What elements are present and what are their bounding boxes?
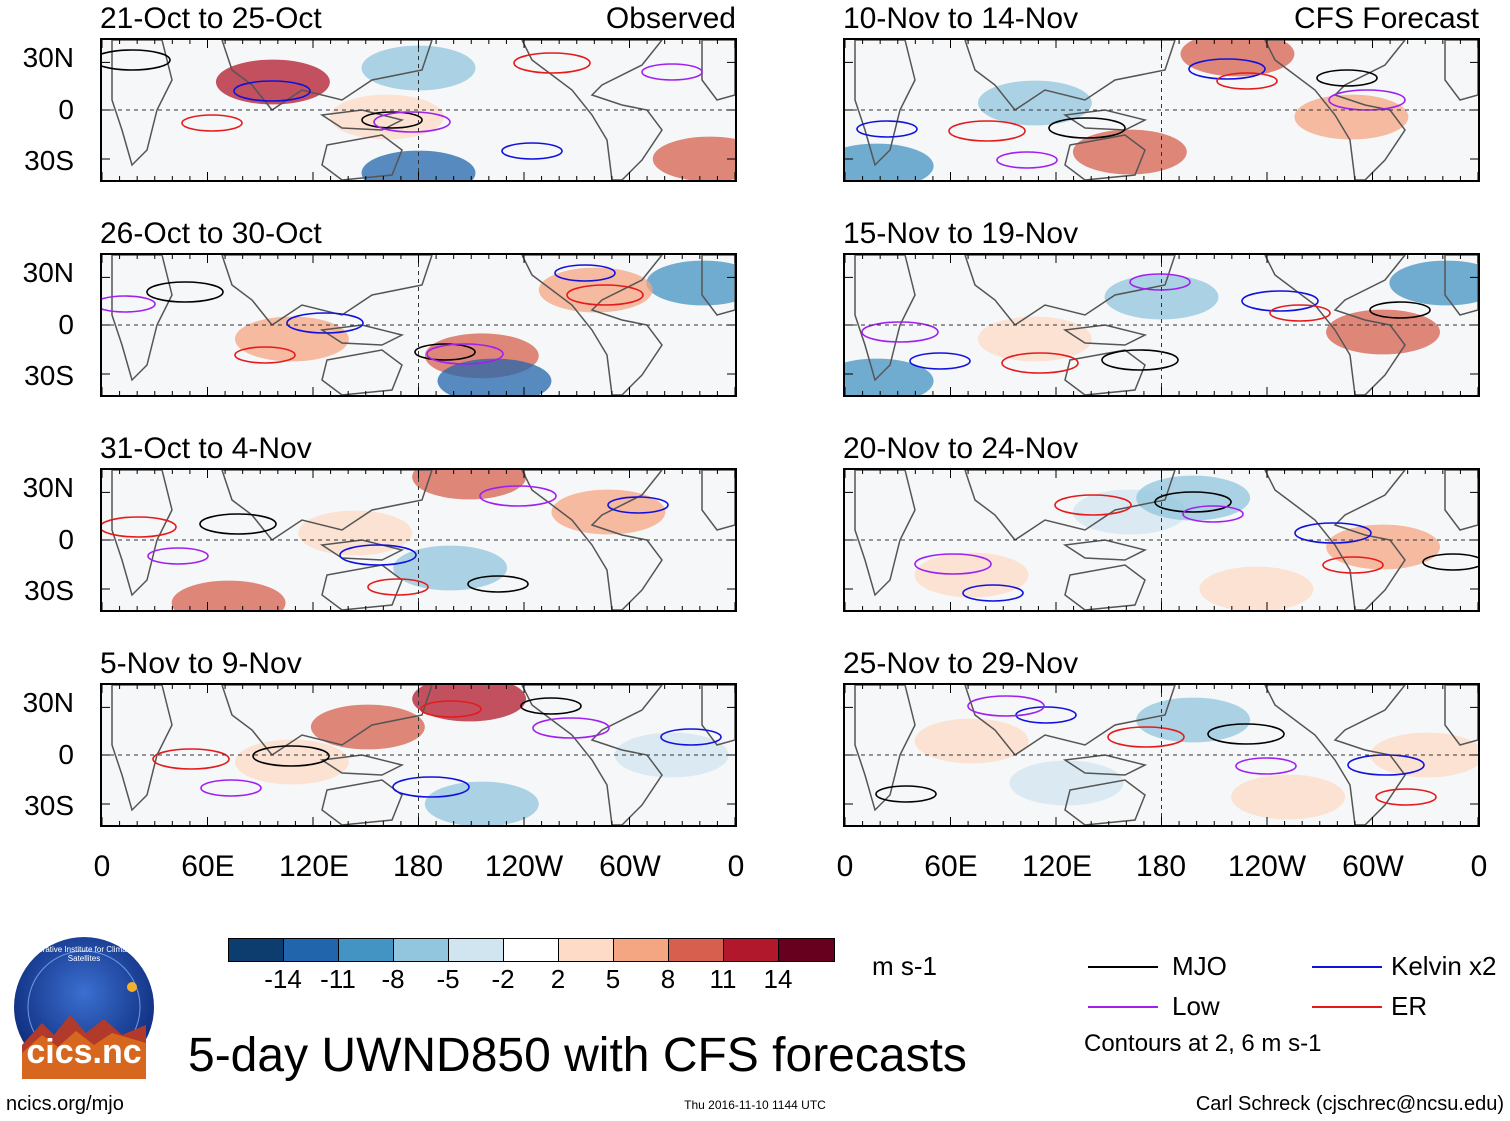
legend-kelvin-label: Kelvin x2 bbox=[1391, 951, 1497, 981]
map-canvas bbox=[845, 40, 1478, 180]
x-tick-obs-0-end: 0 bbox=[727, 850, 745, 883]
map-canvas bbox=[845, 255, 1478, 395]
colorbar-units: m s-1 bbox=[872, 951, 937, 981]
legend-mjo-label: MJO bbox=[1172, 951, 1227, 981]
panel-title-obs-3: 31-Oct to 4-Nov bbox=[100, 432, 312, 465]
y-tick-30s-p4: 30S bbox=[24, 790, 74, 821]
colorbar-swatch bbox=[559, 939, 614, 961]
panel-tag-forecast: CFS Forecast bbox=[1293, 2, 1479, 35]
cics-logo-icon bbox=[14, 937, 154, 1079]
colorbar-label: 14 bbox=[763, 964, 793, 994]
colorbar-label: 5 bbox=[605, 964, 621, 994]
y-tick-eq-p4: 0 bbox=[58, 739, 74, 770]
map-canvas bbox=[845, 470, 1478, 610]
footer-url[interactable]: ncics.org/mjo bbox=[6, 1093, 124, 1115]
map-panel-obs-1 bbox=[100, 38, 737, 182]
map-panel-fc-4 bbox=[843, 683, 1480, 827]
x-tick-obs-60w: 60W bbox=[599, 850, 661, 883]
colorbar-label: -11 bbox=[320, 964, 356, 994]
map-canvas bbox=[102, 255, 735, 395]
colorbar-label: -5 bbox=[436, 964, 460, 994]
map-canvas bbox=[102, 40, 735, 180]
x-tick-fc-60w: 60W bbox=[1342, 850, 1404, 883]
colorbar-swatch bbox=[504, 939, 559, 961]
x-tick-obs-0: 0 bbox=[93, 850, 111, 883]
y-tick-30n-p1: 30N bbox=[22, 42, 74, 73]
legend-kelvin-line bbox=[1312, 966, 1382, 968]
legend-contour-note: Contours at 2, 6 m s-1 bbox=[1084, 1030, 1322, 1057]
panel-title-obs-4: 5-Nov to 9-Nov bbox=[100, 647, 302, 680]
y-tick-eq-p2: 0 bbox=[58, 309, 74, 340]
logo-wordmark: cics.nc bbox=[26, 1033, 142, 1071]
map-panel-obs-4 bbox=[100, 683, 737, 827]
colorbar-swatch bbox=[284, 939, 339, 961]
colorbar-label: 11 bbox=[709, 964, 737, 994]
y-tick-eq-p3: 0 bbox=[58, 524, 74, 555]
y-tick-30s-p1: 30S bbox=[24, 145, 74, 176]
colorbar-swatch bbox=[724, 939, 779, 961]
colorbar-swatch bbox=[614, 939, 669, 961]
panel-tag-observed: Observed bbox=[605, 2, 736, 35]
colorbar-swatch bbox=[669, 939, 724, 961]
colorbar-label: 2 bbox=[550, 964, 566, 994]
legend-low-line bbox=[1088, 1006, 1158, 1008]
legend-er-label: ER bbox=[1391, 991, 1428, 1021]
cics-logo: Cooperative Institute for Climate and Sa… bbox=[12, 935, 156, 1079]
map-canvas bbox=[102, 470, 735, 610]
footer-timestamp: Thu 2016-11-10 1144 UTC bbox=[684, 1098, 826, 1112]
colorbar-swatch bbox=[449, 939, 504, 961]
x-tick-obs-180: 180 bbox=[392, 850, 444, 883]
x-tick-fc-0-end: 0 bbox=[1470, 850, 1488, 883]
panel-title-fc-4: 25-Nov to 29-Nov bbox=[843, 647, 1079, 680]
panel-title-fc-2: 15-Nov to 19-Nov bbox=[843, 217, 1079, 250]
legend-mjo-line bbox=[1088, 966, 1158, 968]
legend-low-label: Low bbox=[1172, 991, 1220, 1021]
colorbar-label: -14 bbox=[264, 964, 302, 994]
colorbar-label: -2 bbox=[491, 964, 515, 994]
logo-ring-text: Cooperative Institute for Climate and Sa… bbox=[19, 945, 149, 963]
footer-author[interactable]: Carl Schreck (cjschrec@ncsu.edu) bbox=[1195, 1093, 1504, 1115]
map-canvas bbox=[845, 685, 1478, 825]
panel-title-obs-2: 26-Oct to 30-Oct bbox=[100, 217, 322, 250]
colorbar-swatch bbox=[394, 939, 449, 961]
colorbar-swatch bbox=[339, 939, 394, 961]
main-title: 5-day UWND850 with CFS forecasts bbox=[188, 1029, 967, 1082]
panel-title-obs-1: 21-Oct to 25-Oct bbox=[100, 2, 322, 35]
map-panel-fc-2 bbox=[843, 253, 1480, 397]
colorbar-label: -8 bbox=[381, 964, 405, 994]
x-tick-fc-60e: 60E bbox=[924, 850, 978, 883]
panel-title-fc-1: 10-Nov to 14-Nov bbox=[843, 2, 1079, 35]
x-tick-fc-120w: 120W bbox=[1227, 850, 1307, 883]
x-tick-fc-120e: 120E bbox=[1021, 850, 1093, 883]
panel-title-fc-3: 20-Nov to 24-Nov bbox=[843, 432, 1079, 465]
map-panel-fc-3 bbox=[843, 468, 1480, 612]
y-tick-30n-p3: 30N bbox=[22, 472, 74, 503]
y-tick-30n-p4: 30N bbox=[22, 687, 74, 718]
x-tick-obs-120e: 120E bbox=[278, 850, 350, 883]
y-tick-30s-p3: 30S bbox=[24, 575, 74, 606]
map-canvas bbox=[102, 685, 735, 825]
colorbar-swatch bbox=[229, 939, 284, 961]
map-panel-fc-1 bbox=[843, 38, 1480, 182]
map-panel-obs-2 bbox=[100, 253, 737, 397]
colorbar-swatch bbox=[779, 939, 834, 961]
x-tick-obs-120w: 120W bbox=[484, 850, 564, 883]
colorbar bbox=[228, 938, 835, 962]
y-tick-30n-p2: 30N bbox=[22, 257, 74, 288]
x-tick-fc-180: 180 bbox=[1135, 850, 1187, 883]
y-tick-30s-p2: 30S bbox=[24, 360, 74, 391]
x-tick-obs-60e: 60E bbox=[181, 850, 235, 883]
legend-er-line bbox=[1312, 1006, 1382, 1008]
map-panel-obs-3 bbox=[100, 468, 737, 612]
x-tick-fc-0: 0 bbox=[836, 850, 854, 883]
colorbar-label: 8 bbox=[660, 964, 676, 994]
y-tick-eq-p1: 0 bbox=[58, 94, 74, 125]
